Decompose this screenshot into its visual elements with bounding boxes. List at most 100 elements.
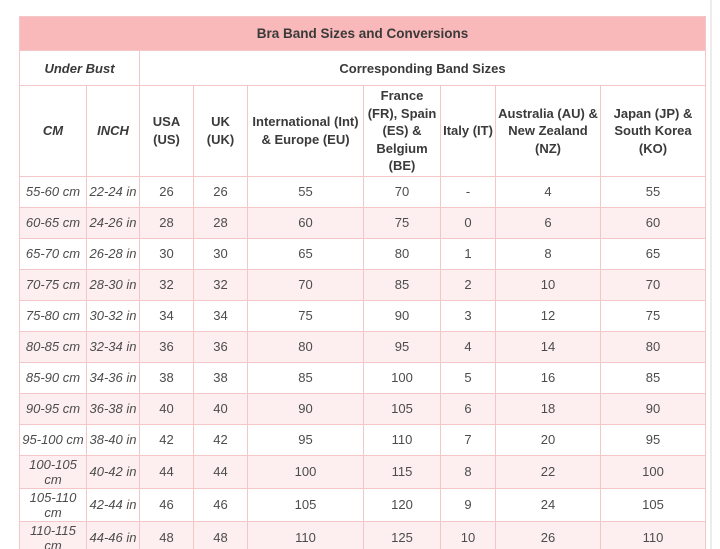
cell-au-nz: 12: [495, 299, 601, 332]
cell-cm: 55-60 cm: [19, 175, 87, 208]
cell-int-eu: 100: [247, 454, 364, 489]
cell-au-nz: 22: [495, 454, 601, 489]
group-header-row: Under Bust Corresponding Band Sizes: [19, 50, 706, 86]
cell-italy: 3: [440, 299, 496, 332]
cell-fr-es-be: 100: [363, 361, 441, 394]
cell-italy: 6: [440, 392, 496, 425]
cell-usa: 44: [139, 454, 194, 489]
group-header-under-bust: Under Bust: [19, 50, 140, 86]
col-header-cm: CM: [19, 85, 87, 177]
cell-fr-es-be: 125: [363, 520, 441, 549]
col-header-inch: INCH: [86, 85, 140, 177]
cell-inch: 24-26 in: [86, 206, 140, 239]
cell-usa: 46: [139, 487, 194, 522]
table-title: Bra Band Sizes and Conversions: [19, 16, 706, 51]
cell-int-eu: 55: [247, 175, 364, 208]
table-row: 105-110 cm 42-44 in 46 46 105 120 9 24 105: [19, 487, 706, 522]
table-row: 70-75 cm 28-30 in 32 32 70 85 2 10 70: [19, 268, 706, 301]
cell-italy: 10: [440, 520, 496, 549]
cell-uk: 36: [193, 330, 248, 363]
cell-cm: 110-115 cm: [19, 520, 87, 549]
cell-int-eu: 70: [247, 268, 364, 301]
cell-uk: 28: [193, 206, 248, 239]
cell-int-eu: 65: [247, 237, 364, 270]
cell-au-nz: 10: [495, 268, 601, 301]
cell-usa: 30: [139, 237, 194, 270]
cell-int-eu: 90: [247, 392, 364, 425]
cell-italy: -: [440, 175, 496, 208]
cell-italy: 0: [440, 206, 496, 239]
table-row: 60-65 cm 24-26 in 28 28 60 75 0 6 60: [19, 206, 706, 239]
cell-uk: 46: [193, 487, 248, 522]
table-row: 95-100 cm 38-40 in 42 42 95 110 7 20 95: [19, 423, 706, 456]
cell-italy: 9: [440, 487, 496, 522]
cell-fr-es-be: 115: [363, 454, 441, 489]
table-row: 110-115 cm 44-46 in 48 48 110 125 10 26 110: [19, 520, 706, 549]
cell-fr-es-be: 80: [363, 237, 441, 270]
cell-cm: 95-100 cm: [19, 423, 87, 456]
col-header-italy: Italy (IT): [440, 85, 496, 177]
bra-band-size-conversion-table: Bra Band Sizes and Conversions Under Bus…: [19, 16, 706, 549]
cell-int-eu: 60: [247, 206, 364, 239]
cell-usa: 42: [139, 423, 194, 456]
table-row: 80-85 cm 32-34 in 36 36 80 95 4 14 80: [19, 330, 706, 363]
cell-fr-es-be: 120: [363, 487, 441, 522]
cell-jp-ko: 55: [600, 175, 706, 208]
cell-int-eu: 85: [247, 361, 364, 394]
cell-italy: 5: [440, 361, 496, 394]
cell-int-eu: 105: [247, 487, 364, 522]
cell-au-nz: 18: [495, 392, 601, 425]
cell-usa: 48: [139, 520, 194, 549]
cell-inch: 38-40 in: [86, 423, 140, 456]
cell-au-nz: 4: [495, 175, 601, 208]
cell-inch: 28-30 in: [86, 268, 140, 301]
cell-fr-es-be: 70: [363, 175, 441, 208]
cell-italy: 7: [440, 423, 496, 456]
cell-au-nz: 16: [495, 361, 601, 394]
cell-uk: 26: [193, 175, 248, 208]
cell-fr-es-be: 95: [363, 330, 441, 363]
cell-cm: 75-80 cm: [19, 299, 87, 332]
col-header-usa: USA (US): [139, 85, 194, 177]
cell-usa: 40: [139, 392, 194, 425]
cell-inch: 30-32 in: [86, 299, 140, 332]
cell-cm: 90-95 cm: [19, 392, 87, 425]
cell-inch: 36-38 in: [86, 392, 140, 425]
cell-jp-ko: 105: [600, 487, 706, 522]
table-row: 65-70 cm 26-28 in 30 30 65 80 1 8 65: [19, 237, 706, 270]
table-row: 85-90 cm 34-36 in 38 38 85 100 5 16 85: [19, 361, 706, 394]
cell-italy: 4: [440, 330, 496, 363]
table-row: 55-60 cm 22-24 in 26 26 55 70-4 55: [19, 175, 706, 208]
cell-cm: 65-70 cm: [19, 237, 87, 270]
group-header-corresponding-band-sizes: Corresponding Band Sizes: [139, 50, 706, 86]
cell-fr-es-be: 75: [363, 206, 441, 239]
cell-fr-es-be: 105: [363, 392, 441, 425]
cell-usa: 26: [139, 175, 194, 208]
cell-uk: 42: [193, 423, 248, 456]
cell-cm: 70-75 cm: [19, 268, 87, 301]
cell-inch: 40-42 in: [86, 454, 140, 489]
cell-jp-ko: 60: [600, 206, 706, 239]
cell-uk: 30: [193, 237, 248, 270]
cell-au-nz: 14: [495, 330, 601, 363]
cell-uk: 44: [193, 454, 248, 489]
cell-jp-ko: 80: [600, 330, 706, 363]
cell-jp-ko: 95: [600, 423, 706, 456]
cell-cm: 100-105 cm: [19, 454, 87, 489]
cell-au-nz: 20: [495, 423, 601, 456]
cell-cm: 80-85 cm: [19, 330, 87, 363]
cell-italy: 2: [440, 268, 496, 301]
cell-inch: 34-36 in: [86, 361, 140, 394]
cell-fr-es-be: 85: [363, 268, 441, 301]
cell-cm: 85-90 cm: [19, 361, 87, 394]
cell-usa: 34: [139, 299, 194, 332]
title-row: Bra Band Sizes and Conversions: [19, 16, 706, 51]
cell-usa: 38: [139, 361, 194, 394]
cell-fr-es-be: 110: [363, 423, 441, 456]
cell-uk: 32: [193, 268, 248, 301]
col-header-uk: UK (UK): [193, 85, 248, 177]
cell-uk: 48: [193, 520, 248, 549]
cell-inch: 22-24 in: [86, 175, 140, 208]
cell-inch: 42-44 in: [86, 487, 140, 522]
col-header-fr-es-be: France (FR), Spain (ES) & Belgium (BE): [363, 85, 441, 177]
